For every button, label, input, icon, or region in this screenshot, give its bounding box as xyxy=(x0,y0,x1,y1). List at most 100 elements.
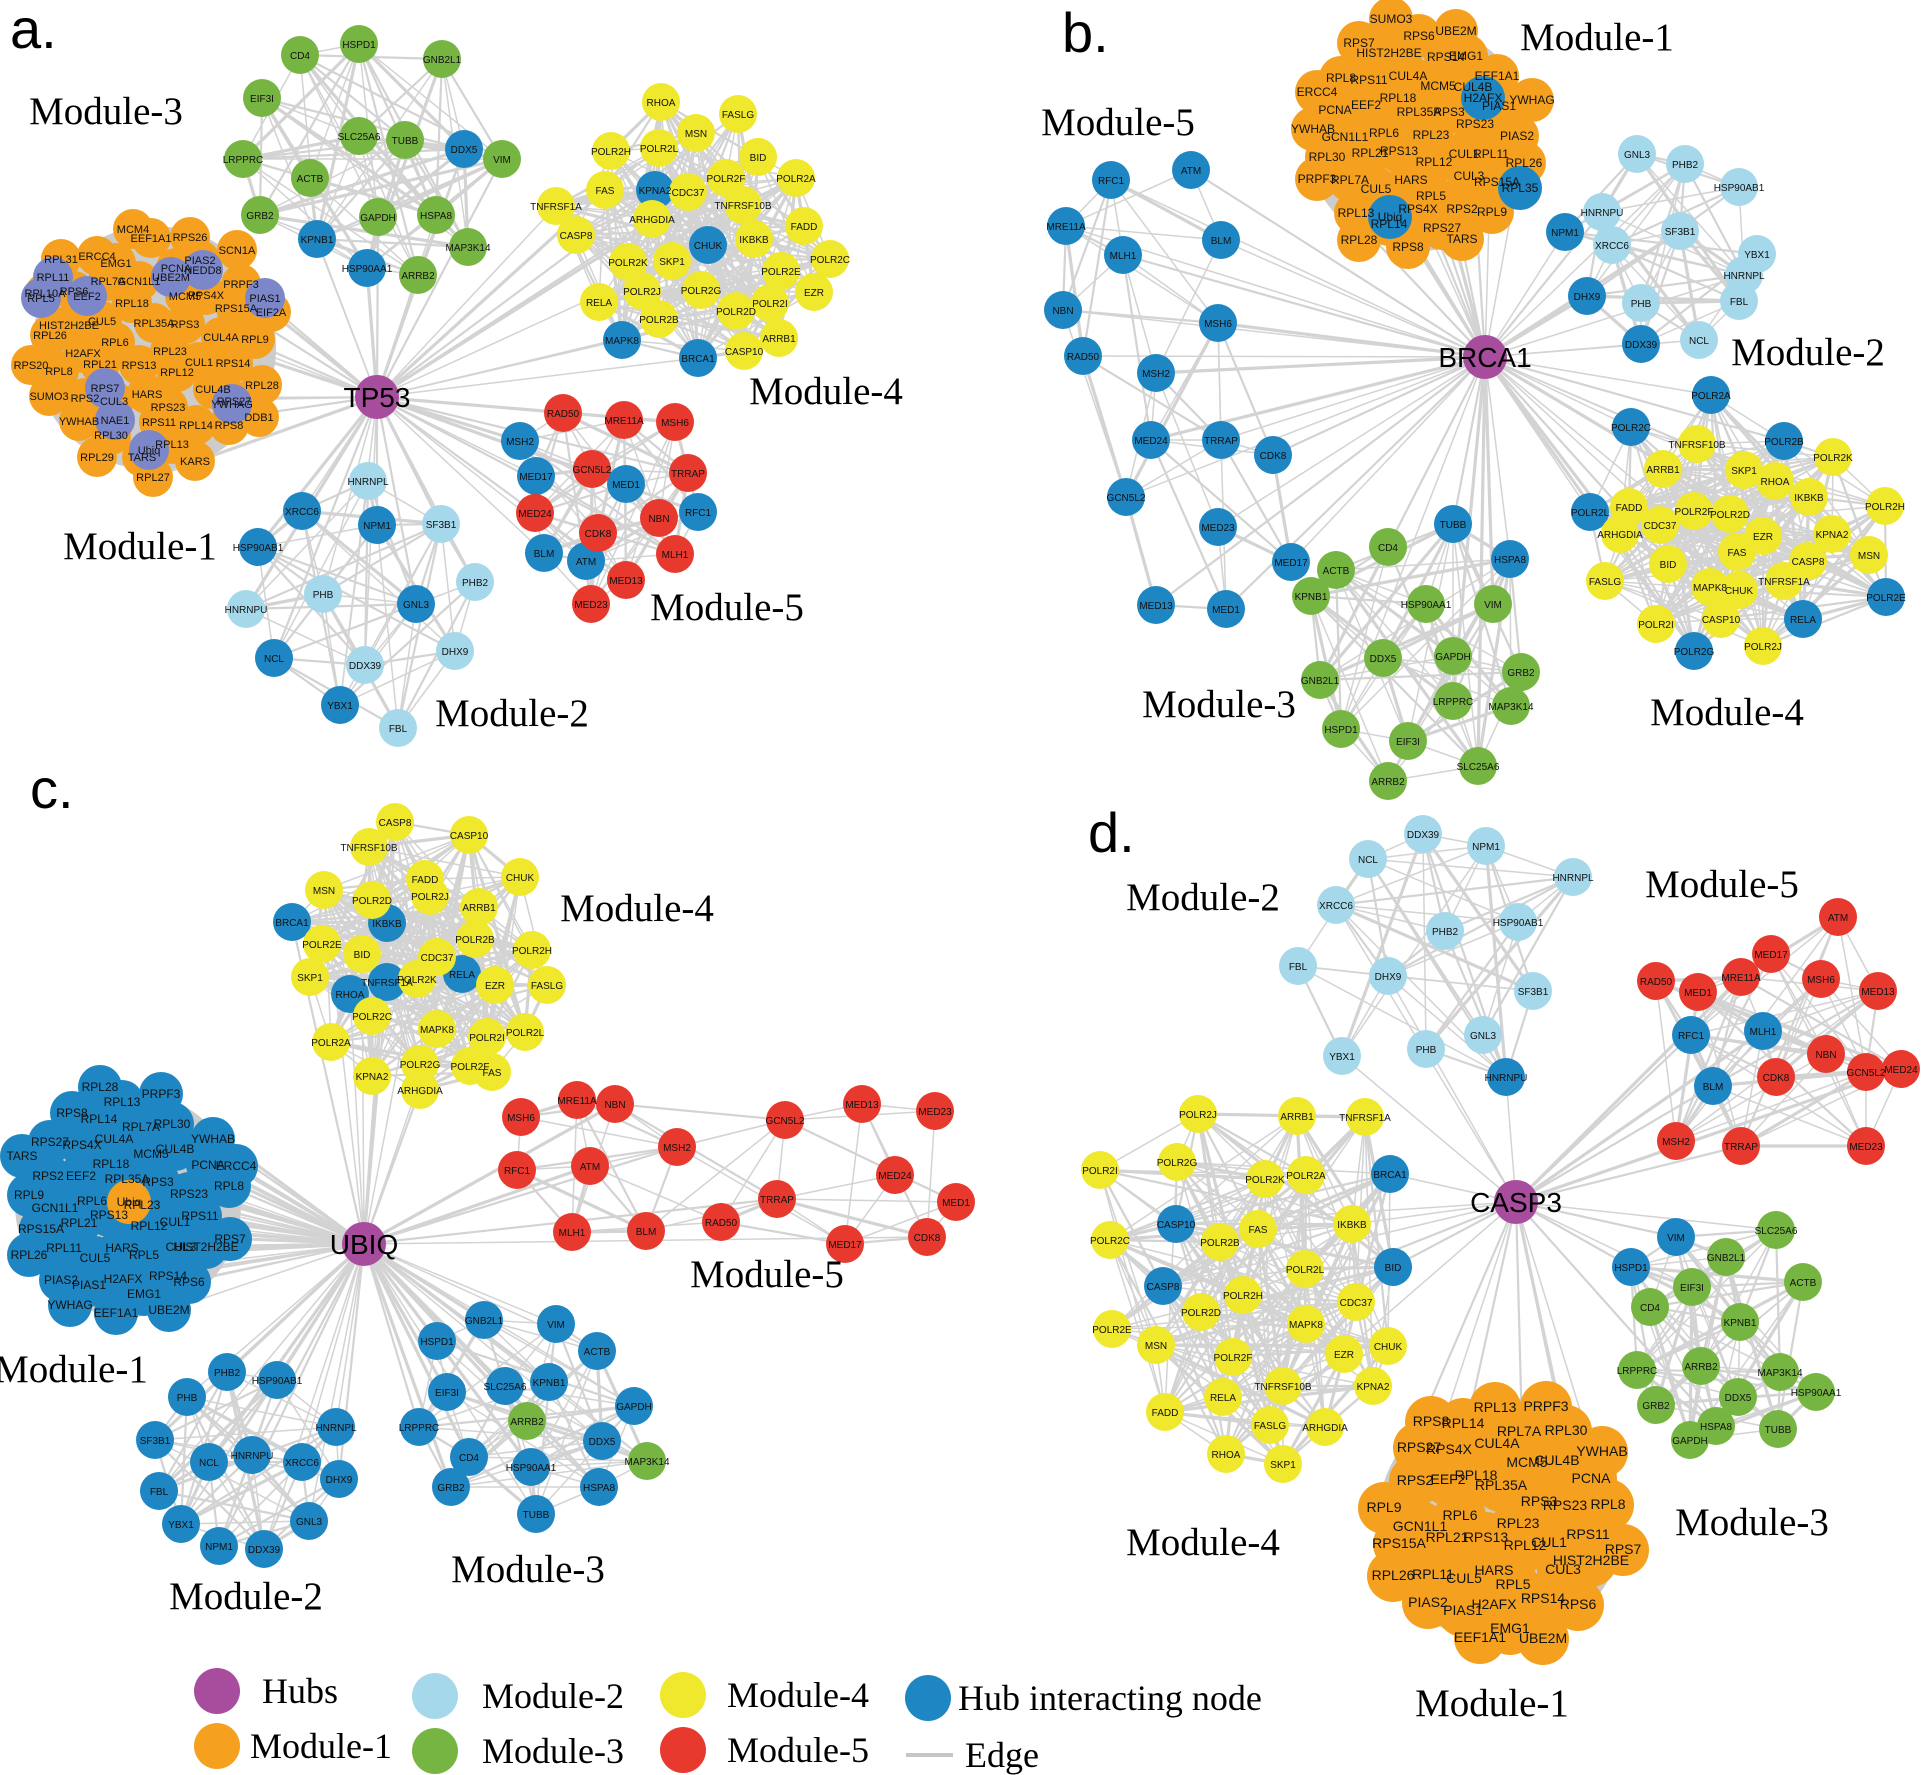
svg-text:ARHGDIA: ARHGDIA xyxy=(397,1086,443,1097)
svg-text:MED23: MED23 xyxy=(1201,523,1235,534)
svg-text:POLR2L: POLR2L xyxy=(506,1028,545,1039)
svg-text:GNL3: GNL3 xyxy=(1624,150,1651,161)
svg-text:POLR2I: POLR2I xyxy=(1082,1166,1118,1177)
svg-text:RPS3: RPS3 xyxy=(142,1175,174,1189)
svg-text:POLR2L: POLR2L xyxy=(1286,1265,1325,1276)
svg-text:RPS13: RPS13 xyxy=(90,1208,128,1222)
svg-text:RPL27: RPL27 xyxy=(136,472,170,484)
svg-text:RPL5: RPL5 xyxy=(1495,1576,1530,1592)
svg-text:LRPPRC: LRPPRC xyxy=(1433,697,1474,708)
svg-text:RPL6: RPL6 xyxy=(101,337,129,349)
svg-text:MLH1: MLH1 xyxy=(1750,1027,1777,1038)
svg-text:POLR2A: POLR2A xyxy=(1691,391,1731,402)
svg-text:MRE11A: MRE11A xyxy=(604,416,644,427)
svg-text:CDK8: CDK8 xyxy=(1260,451,1287,462)
svg-text:MSH2: MSH2 xyxy=(1662,1137,1690,1148)
svg-text:RPL9: RPL9 xyxy=(241,334,269,346)
svg-text:POLR2D: POLR2D xyxy=(1710,510,1750,521)
svg-text:RELA: RELA xyxy=(1210,1393,1236,1404)
svg-text:MED13: MED13 xyxy=(1861,987,1895,998)
svg-text:CASP10: CASP10 xyxy=(1702,615,1741,626)
svg-text:TNFRSF10B: TNFRSF10B xyxy=(1254,1382,1312,1393)
svg-text:RPL11: RPL11 xyxy=(1412,1566,1454,1582)
svg-text:RPS7: RPS7 xyxy=(1343,36,1375,50)
svg-text:DDX39: DDX39 xyxy=(1625,340,1658,351)
svg-text:RPS2: RPS2 xyxy=(32,1169,64,1183)
svg-text:RELA: RELA xyxy=(586,298,612,309)
svg-text:RPS26: RPS26 xyxy=(173,232,208,244)
svg-text:FBL: FBL xyxy=(389,724,408,735)
svg-text:IKBKB: IKBKB xyxy=(372,919,402,930)
svg-text:HSPA8: HSPA8 xyxy=(420,211,452,222)
svg-text:GCN1L1: GCN1L1 xyxy=(118,276,161,288)
svg-text:RPL7A: RPL7A xyxy=(1331,173,1369,187)
svg-text:MAP3K14: MAP3K14 xyxy=(1757,1368,1802,1379)
svg-text:BID: BID xyxy=(1385,1263,1402,1274)
svg-text:MRE11A: MRE11A xyxy=(1721,973,1761,984)
svg-text:RAD50: RAD50 xyxy=(1067,352,1100,363)
svg-text:NBN: NBN xyxy=(1052,306,1073,317)
svg-text:RPS8: RPS8 xyxy=(1392,240,1424,254)
svg-text:RPL5: RPL5 xyxy=(1416,189,1446,203)
svg-text:POLR2J: POLR2J xyxy=(411,892,449,903)
svg-text:HSP90AA1: HSP90AA1 xyxy=(1401,600,1452,611)
svg-text:POLR2K: POLR2K xyxy=(397,975,437,986)
svg-text:SLC25A6: SLC25A6 xyxy=(1457,762,1500,773)
svg-text:PHB2: PHB2 xyxy=(1672,160,1699,171)
svg-text:MED13: MED13 xyxy=(609,576,643,587)
svg-text:Module-1: Module-1 xyxy=(63,525,217,568)
svg-text:IKBKB: IKBKB xyxy=(1337,1220,1367,1231)
svg-text:GAPDH: GAPDH xyxy=(360,213,396,224)
svg-text:MSH6: MSH6 xyxy=(1807,975,1835,986)
svg-text:RPL21: RPL21 xyxy=(83,359,117,371)
svg-text:RHOA: RHOA xyxy=(1761,477,1790,488)
svg-text:POLR2E: POLR2E xyxy=(761,267,801,278)
svg-text:MED17: MED17 xyxy=(1754,950,1788,961)
svg-text:HSPD1: HSPD1 xyxy=(1324,725,1358,736)
svg-text:NCL: NCL xyxy=(1358,855,1378,866)
svg-text:YBX1: YBX1 xyxy=(1744,250,1770,261)
svg-text:KPNA2: KPNA2 xyxy=(639,186,672,197)
svg-text:DDB1: DDB1 xyxy=(244,412,273,424)
svg-text:MED13: MED13 xyxy=(845,1100,879,1111)
svg-text:POLR2B: POLR2B xyxy=(1200,1238,1240,1249)
svg-text:MSH6: MSH6 xyxy=(661,418,689,429)
svg-text:GCN1L1: GCN1L1 xyxy=(32,1201,79,1215)
svg-text:POLR2D: POLR2D xyxy=(1181,1308,1221,1319)
svg-text:PHB: PHB xyxy=(1631,299,1652,310)
svg-text:Module-3: Module-3 xyxy=(1675,1501,1829,1544)
svg-text:FASLG: FASLG xyxy=(1589,577,1621,588)
svg-text:ATM: ATM xyxy=(1181,166,1201,177)
svg-text:SKP1: SKP1 xyxy=(297,973,323,984)
svg-text:Module-2: Module-2 xyxy=(1126,876,1280,919)
svg-text:HSP90AB1: HSP90AB1 xyxy=(252,1376,303,1387)
svg-text:POLR2B: POLR2B xyxy=(1764,437,1804,448)
svg-text:GNL3: GNL3 xyxy=(1470,1031,1497,1042)
svg-text:EEF1A1: EEF1A1 xyxy=(1475,69,1520,83)
svg-text:CUL4B: CUL4B xyxy=(1534,1452,1579,1468)
svg-text:FAS: FAS xyxy=(1728,548,1747,559)
svg-text:NPM1: NPM1 xyxy=(1551,228,1579,239)
svg-text:TARS: TARS xyxy=(128,452,157,464)
svg-text:Module-4: Module-4 xyxy=(560,887,714,930)
svg-text:VIM: VIM xyxy=(1484,600,1502,611)
svg-text:Edge: Edge xyxy=(965,1735,1039,1775)
svg-text:RPL7A: RPL7A xyxy=(122,1120,160,1134)
svg-text:GNB2L1: GNB2L1 xyxy=(423,55,462,66)
svg-text:MSH6: MSH6 xyxy=(507,1113,535,1124)
svg-text:ERCC4: ERCC4 xyxy=(1297,85,1338,99)
svg-text:HSPD1: HSPD1 xyxy=(1614,1263,1648,1274)
svg-text:POLR2J: POLR2J xyxy=(623,287,661,298)
svg-text:ACTB: ACTB xyxy=(1323,566,1350,577)
svg-text:CUL4B: CUL4B xyxy=(195,384,230,396)
svg-text:HNRNPL: HNRNPL xyxy=(347,477,389,488)
svg-text:HSPA8: HSPA8 xyxy=(1494,555,1526,566)
svg-text:PHB2: PHB2 xyxy=(1432,927,1459,938)
svg-text:RPL23: RPL23 xyxy=(124,1198,161,1212)
svg-text:RPS11: RPS11 xyxy=(1350,73,1387,87)
svg-text:UBE2M: UBE2M xyxy=(1435,24,1476,38)
svg-text:HNRNPU: HNRNPU xyxy=(1485,1073,1528,1084)
svg-text:KPNB1: KPNB1 xyxy=(1295,592,1328,603)
svg-text:MED1: MED1 xyxy=(612,480,640,491)
svg-text:RPS4X: RPS4X xyxy=(188,290,225,302)
